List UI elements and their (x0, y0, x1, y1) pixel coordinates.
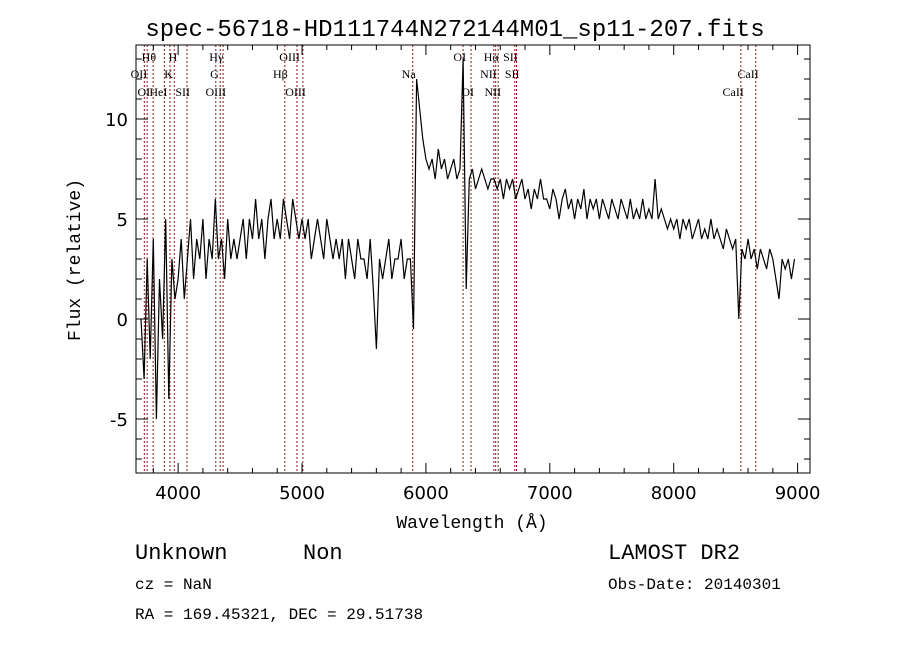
x-tick-label: 6000 (403, 483, 449, 504)
survey-name: LAMOST DR2 (608, 541, 740, 566)
line-label: OIII (205, 85, 226, 99)
line-label: Hα (484, 50, 500, 64)
line-label: SII (505, 67, 520, 81)
line-label: HeI (149, 85, 167, 99)
line-label: K (164, 67, 173, 81)
line-label: G (210, 67, 219, 81)
line-label: NII (480, 67, 497, 81)
x-axis-label: Wavelength (Å) (396, 513, 547, 534)
line-label: H (169, 50, 178, 64)
line-label: Hθ (142, 50, 157, 64)
ra-dec: RA = 169.45321, DEC = 29.51738 (135, 606, 423, 624)
line-label: Na (402, 67, 417, 81)
y-tick-label: 0 (117, 310, 128, 331)
line-label: OIII (279, 50, 300, 64)
object-subclass: Non (303, 541, 343, 566)
line-label: CaII (737, 67, 758, 81)
line-label: SII (175, 85, 190, 99)
y-tick-label: 10 (105, 110, 128, 131)
axis-ticks: 4000 5000 6000 7000 8000 9000 -5 0 5 10 (105, 45, 821, 504)
line-label: OI (453, 50, 466, 64)
line-label: CaII (723, 85, 744, 99)
x-tick-label: 4000 (155, 483, 201, 504)
x-tick-label: 9000 (775, 483, 821, 504)
line-label: NII (484, 85, 501, 99)
line-label: OI (461, 85, 474, 99)
obs-date: Obs-Date: 20140301 (608, 576, 781, 594)
redshift-cz: cz = NaN (135, 576, 212, 594)
y-tick-label: 5 (117, 210, 128, 231)
object-class: Unknown (135, 541, 227, 566)
line-label: OII (131, 67, 148, 81)
line-label: OI (137, 85, 150, 99)
x-tick-label: 5000 (279, 483, 325, 504)
line-label: Hγ (209, 50, 224, 64)
chart-title: spec-56718-HD111744N272144M01_sp11-207.f… (145, 17, 764, 44)
y-axis-label: Flux (relative) (66, 179, 86, 341)
y-tick-label: -5 (110, 410, 128, 431)
line-label: Hβ (273, 67, 288, 81)
x-tick-label: 8000 (651, 483, 697, 504)
spectrum-line (140, 58, 796, 420)
line-label: SII (503, 50, 518, 64)
x-tick-label: 7000 (527, 483, 573, 504)
line-label: OIII (285, 85, 306, 99)
